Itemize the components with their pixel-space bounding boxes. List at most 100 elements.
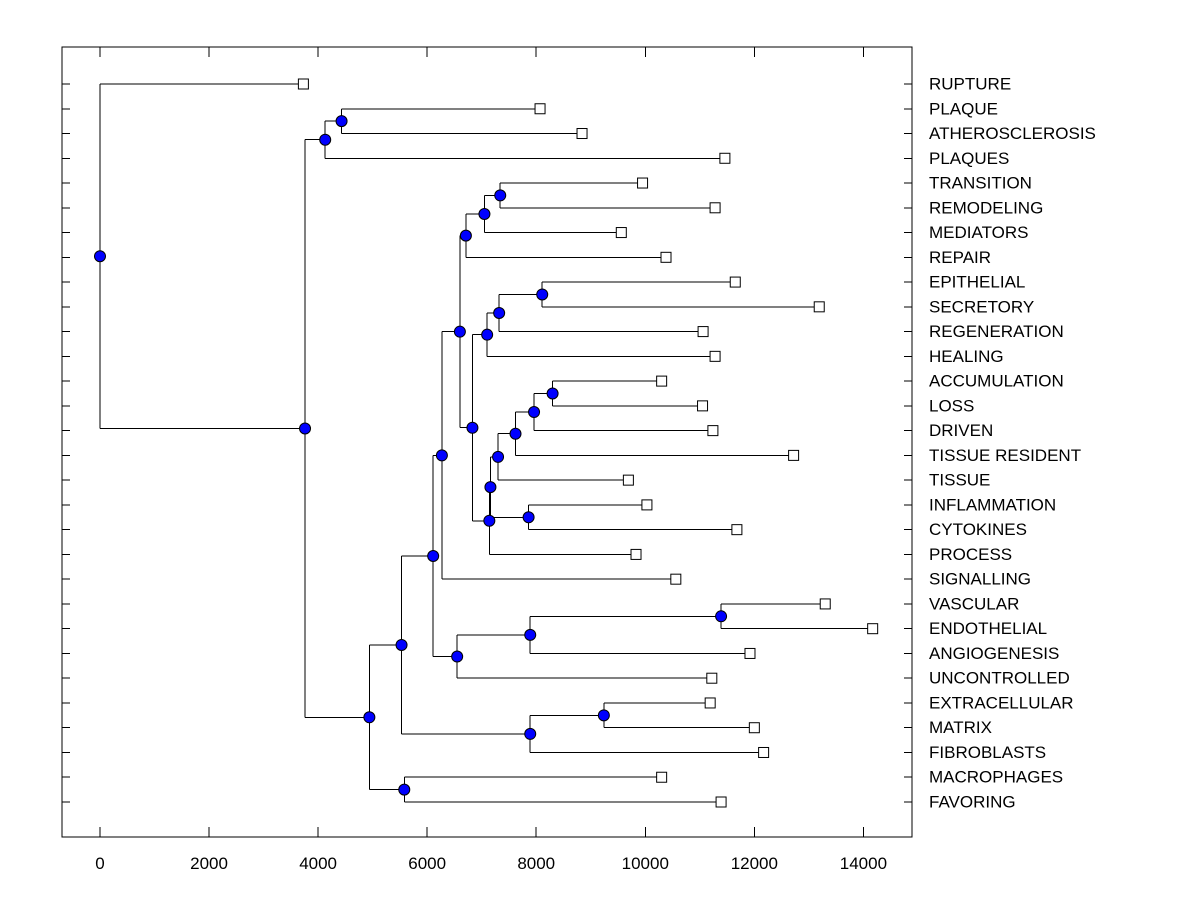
internal-node-marker bbox=[484, 481, 497, 494]
internal-node-marker bbox=[528, 406, 541, 419]
x-tick-label: 14000 bbox=[840, 854, 887, 873]
leaf-marker bbox=[813, 301, 825, 313]
leaf-label: HEALING bbox=[929, 347, 1004, 366]
leaf-label: ANGIOGENESIS bbox=[929, 644, 1059, 663]
leaf-marker bbox=[622, 474, 634, 486]
internal-node-marker bbox=[536, 288, 549, 301]
leaf-marker bbox=[534, 103, 546, 115]
internal-node-marker bbox=[335, 115, 348, 128]
leaf-marker bbox=[867, 623, 879, 635]
leaf-label: PLAQUE bbox=[929, 99, 998, 118]
leaf-marker bbox=[788, 449, 800, 461]
leaf-label: DRIVEN bbox=[929, 421, 993, 440]
internal-node-marker bbox=[466, 421, 479, 434]
leaf-label: PLAQUES bbox=[929, 149, 1009, 168]
leaf-label: ENDOTHELIAL bbox=[929, 619, 1047, 638]
internal-node-marker bbox=[522, 511, 535, 524]
leaf-marker bbox=[731, 524, 743, 536]
plot-box bbox=[61, 46, 913, 838]
leaf-marker bbox=[819, 598, 831, 610]
leaf-label: PROCESS bbox=[929, 545, 1012, 564]
internal-node-marker bbox=[524, 727, 537, 740]
leaf-label: REMODELING bbox=[929, 198, 1043, 217]
leaf-marker bbox=[697, 326, 709, 338]
leaf-label: TRANSITION bbox=[929, 174, 1032, 193]
leaf-marker bbox=[744, 647, 756, 659]
leaf-marker bbox=[641, 499, 653, 511]
leaf-label: VASCULAR bbox=[929, 594, 1019, 613]
internal-node-marker bbox=[94, 250, 106, 263]
leaf-label: REGENERATION bbox=[929, 322, 1064, 341]
leaf-marker bbox=[660, 251, 672, 263]
leaf-label: MACROPHAGES bbox=[929, 768, 1063, 787]
x-tick-label: 6000 bbox=[408, 854, 446, 873]
leaf-marker bbox=[709, 202, 721, 214]
leaf-marker bbox=[709, 350, 721, 362]
leaf-label: INFLAMMATION bbox=[929, 495, 1056, 514]
leaf-marker bbox=[637, 177, 649, 189]
leaf-marker bbox=[729, 276, 741, 288]
internal-node-marker bbox=[363, 711, 376, 724]
leaf-label: RUPTURE bbox=[929, 75, 1011, 94]
leaf-marker bbox=[715, 796, 727, 808]
internal-node-marker bbox=[509, 427, 522, 440]
leaf-marker bbox=[576, 128, 588, 140]
internal-node-marker bbox=[481, 328, 494, 341]
internal-node-marker bbox=[524, 628, 537, 641]
leaf-label: REPAIR bbox=[929, 248, 991, 267]
leaf-marker bbox=[697, 400, 709, 412]
leaf-label: FAVORING bbox=[929, 792, 1016, 811]
leaf-label: ATHEROSCLEROSIS bbox=[929, 124, 1096, 143]
leaf-label: TISSUE bbox=[929, 471, 990, 490]
internal-node-marker bbox=[319, 133, 332, 146]
internal-node-marker bbox=[459, 229, 472, 242]
leaf-label: CYTOKINES bbox=[929, 520, 1027, 539]
leaf-label: TISSUE RESIDENT bbox=[929, 446, 1081, 465]
leaf-marker bbox=[704, 697, 716, 709]
internal-node-marker bbox=[715, 610, 728, 623]
leaf-label: FIBROBLASTS bbox=[929, 743, 1046, 762]
leaf-marker bbox=[758, 746, 770, 758]
leaf-label: EPITHELIAL bbox=[929, 273, 1025, 292]
leaf-marker bbox=[719, 152, 731, 164]
leaf-label: MEDIATORS bbox=[929, 223, 1029, 242]
leaf-marker bbox=[748, 722, 760, 734]
leaf-marker bbox=[630, 548, 642, 560]
leaf-label: EXTRACELLULAR bbox=[929, 693, 1074, 712]
x-tick-label: 2000 bbox=[190, 854, 228, 873]
internal-node-marker bbox=[478, 207, 491, 220]
internal-node-marker bbox=[299, 422, 312, 435]
internal-node-marker bbox=[493, 307, 506, 320]
leaf-marker bbox=[297, 78, 309, 90]
internal-node-marker bbox=[494, 189, 507, 202]
leaf-marker bbox=[656, 375, 668, 387]
internal-node-marker bbox=[398, 783, 411, 796]
internal-node-marker bbox=[546, 387, 559, 400]
internal-node-marker bbox=[427, 549, 440, 562]
x-tick-label: 0 bbox=[95, 854, 104, 873]
leaf-label: SECRETORY bbox=[929, 297, 1034, 316]
internal-node-marker bbox=[492, 450, 505, 463]
internal-node-marker bbox=[453, 325, 466, 338]
internal-node-marker bbox=[483, 514, 496, 527]
x-tick-label: 10000 bbox=[622, 854, 669, 873]
leaf-label: SIGNALLING bbox=[929, 570, 1031, 589]
internal-node-marker bbox=[395, 638, 408, 651]
leaf-marker bbox=[706, 672, 718, 684]
leaf-marker bbox=[656, 771, 668, 783]
internal-node-marker bbox=[597, 709, 610, 722]
x-tick-label: 4000 bbox=[299, 854, 337, 873]
leaf-marker bbox=[670, 573, 682, 585]
x-tick-label: 12000 bbox=[731, 854, 778, 873]
internal-node-marker bbox=[451, 650, 464, 663]
leaf-label: ACCUMULATION bbox=[929, 372, 1064, 391]
leaf-marker bbox=[707, 425, 719, 437]
x-tick-label: 8000 bbox=[517, 854, 555, 873]
leaf-label: MATRIX bbox=[929, 718, 992, 737]
leaf-label: LOSS bbox=[929, 396, 974, 415]
leaf-marker bbox=[615, 227, 627, 239]
internal-node-marker bbox=[435, 449, 448, 462]
